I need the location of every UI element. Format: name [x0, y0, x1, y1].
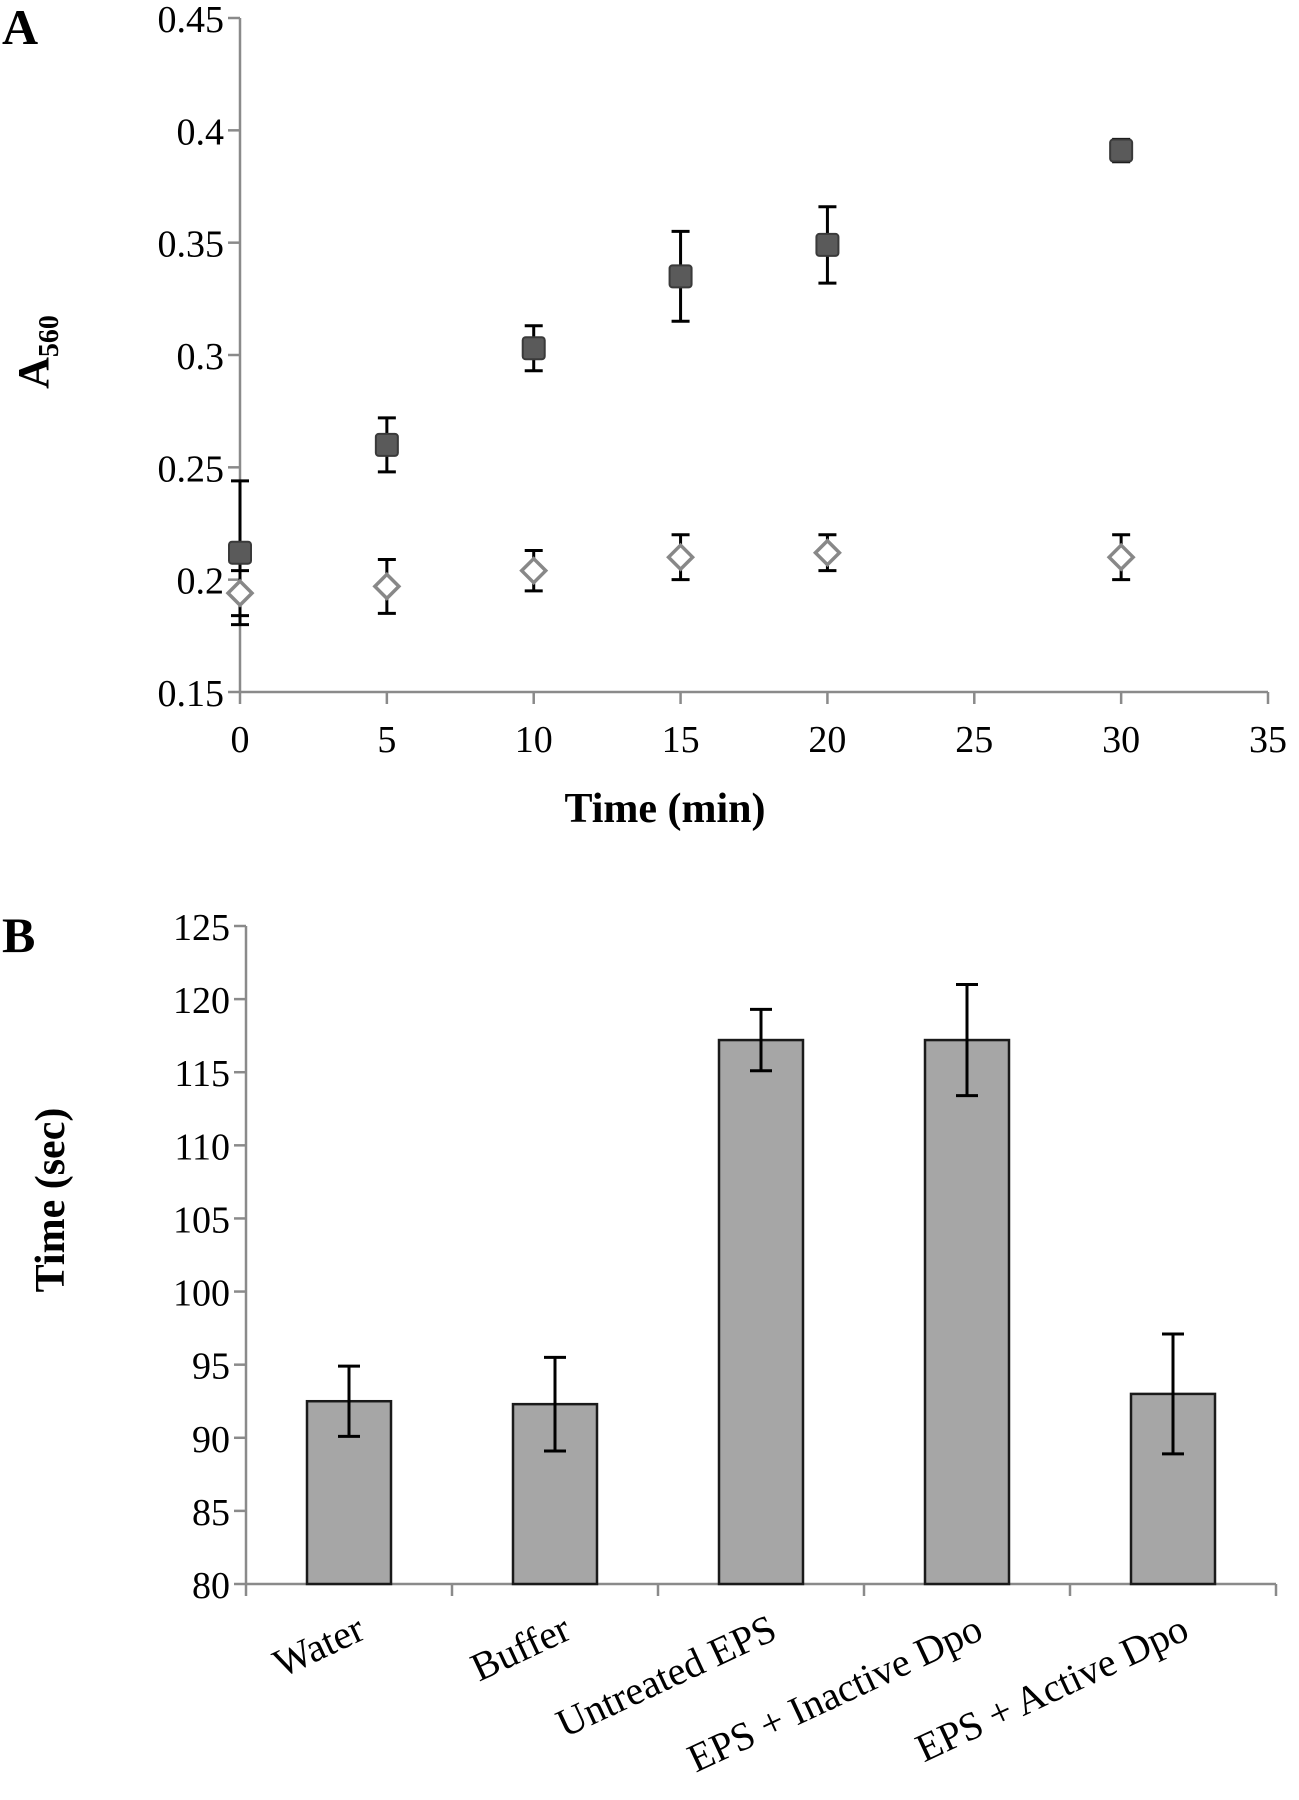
error-bar	[1162, 1332, 1184, 1456]
y-tick-label: 115	[174, 1053, 230, 1095]
x-axis-title: Time (min)	[564, 786, 765, 832]
data-point	[374, 432, 399, 457]
y-tick-label: 0.3	[177, 336, 225, 378]
category-label: Water	[266, 1605, 371, 1686]
data-point	[666, 542, 696, 572]
x-tick-label: 0	[231, 719, 250, 761]
data-point	[228, 540, 252, 565]
x-tick-label: 10	[515, 719, 553, 761]
y-tick-label: 0.4	[177, 111, 225, 153]
data-point	[1106, 542, 1136, 572]
y-tick-label: 0.2	[177, 561, 225, 603]
y-tick-label: 105	[173, 1199, 230, 1241]
bar	[923, 1038, 1011, 1586]
category-label: Buffer	[464, 1605, 577, 1690]
panel-a-chart: A 0.15 0.2 0.25 0.3 0.35 0.4 0.45 0 5 10 15 20 25 30 3…	[2, 0, 1287, 832]
x-tick-label: 5	[377, 719, 396, 761]
data-point	[519, 556, 549, 586]
y-tick-label: 0.45	[158, 0, 225, 41]
y-tick-label: 0.15	[158, 673, 225, 715]
y-tick-label: 110	[174, 1126, 230, 1168]
data-point	[372, 571, 402, 601]
y-tick-label: 85	[192, 1492, 230, 1534]
y-tick-label: 0.35	[158, 224, 225, 266]
y-tick-label: 95	[192, 1346, 230, 1388]
panel-b-label: B	[2, 907, 35, 963]
y-axis-title: A560	[9, 315, 65, 389]
x-tick-label: 25	[955, 719, 993, 761]
y-tick-label: 90	[192, 1419, 230, 1461]
bar	[717, 1038, 805, 1586]
data-series	[228, 137, 1134, 627]
y-tick-label: 100	[173, 1273, 230, 1315]
x-tick-label: 20	[808, 719, 846, 761]
data-point	[812, 538, 842, 568]
data-point	[1109, 138, 1134, 163]
y-tick-label: 80	[192, 1565, 230, 1607]
y-axis-title: Time (sec)	[28, 1108, 74, 1293]
x-tick-label: 35	[1249, 719, 1287, 761]
data-series	[225, 533, 1136, 618]
error-bar	[338, 1364, 360, 1438]
y-tick-label: 120	[173, 980, 230, 1022]
x-tick-label: 30	[1102, 719, 1140, 761]
error-bar	[956, 982, 978, 1098]
data-point	[225, 578, 255, 608]
y-tick-label: 125	[173, 907, 230, 949]
x-tick-label: 15	[662, 719, 700, 761]
data-point	[521, 336, 546, 361]
y-tick-label: 0.25	[158, 448, 225, 490]
error-bar	[750, 1007, 772, 1073]
error-bar	[544, 1355, 566, 1453]
data-point	[668, 264, 693, 289]
panel-a-label: A	[2, 0, 38, 55]
data-point	[815, 232, 840, 257]
